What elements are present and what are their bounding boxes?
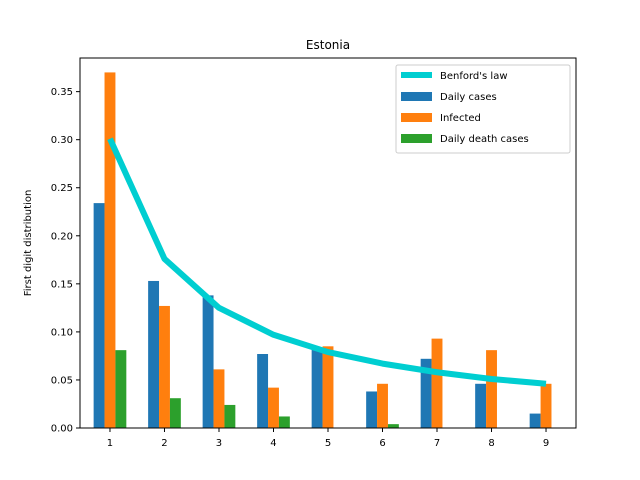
y-tick-label: 0.30 (51, 135, 73, 146)
bar-daily-death-cases-4 (278, 416, 290, 428)
x-tick-label: 3 (216, 438, 222, 449)
bar-infected-1 (104, 72, 116, 428)
y-tick-label: 0.10 (51, 327, 73, 338)
y-tick-label: 0.35 (51, 87, 73, 98)
bar-daily-cases-6 (366, 391, 378, 428)
y-axis-label: First digit distribution (23, 190, 34, 297)
bar-daily-cases-3 (202, 295, 214, 428)
y-tick-label: 0.05 (51, 375, 73, 386)
legend-label: Infected (440, 113, 481, 124)
legend-label: Benford's law (440, 71, 508, 82)
bar-infected-3 (213, 369, 225, 428)
bar-daily-death-cases-2 (169, 398, 181, 428)
x-tick-label: 7 (434, 438, 440, 449)
bar-infected-5 (322, 346, 334, 428)
bar-daily-cases-4 (257, 354, 269, 428)
x-tick-label: 8 (488, 438, 494, 449)
bar-daily-cases-5 (311, 348, 323, 428)
bar-daily-death-cases-3 (224, 404, 236, 428)
legend-label: Daily death cases (440, 134, 529, 145)
bar-infected-9 (540, 383, 552, 428)
line-layer (107, 137, 547, 387)
x-tick-label: 5 (325, 438, 331, 449)
legend-label: Daily cases (440, 92, 497, 103)
y-tick-label: 0.15 (51, 279, 73, 290)
bar-infected-6 (377, 383, 388, 428)
chart-title: Estonia (306, 38, 350, 52)
y-ticks: 0.00 0.05 0.10 0.15 0.20 0.25 0.30 0.35 (51, 87, 80, 435)
y-tick-label: 0.25 (51, 183, 73, 194)
x-tick-label: 6 (379, 438, 385, 449)
x-tick-label: 1 (107, 438, 113, 449)
bar-infected-2 (159, 305, 170, 428)
bar-infected-8 (486, 350, 497, 428)
x-tick-label: 2 (161, 438, 167, 449)
bar-daily-cases-8 (475, 383, 487, 428)
x-tick-label: 9 (543, 438, 549, 449)
legend: Benford's law Daily cases Infected Daily de… (395, 64, 571, 154)
x-ticks: 1 2 3 4 5 6 7 8 9 (107, 428, 549, 449)
bar-infected-7 (431, 338, 443, 428)
legend-swatch-bar (401, 134, 432, 143)
legend-swatch-bar (401, 113, 432, 122)
bars-layer (93, 72, 552, 428)
legend-box (395, 64, 571, 154)
bar-daily-cases-1 (93, 203, 105, 428)
legend-swatch-bar (401, 92, 432, 101)
bar-daily-cases-7 (420, 358, 432, 428)
bar-daily-cases-2 (148, 280, 160, 428)
y-tick-label: 0.20 (51, 231, 73, 242)
bar-daily-cases-9 (529, 413, 541, 428)
y-tick-label: 0.00 (51, 424, 73, 435)
benford-line (107, 137, 547, 387)
bar-daily-death-cases-6 (387, 424, 399, 428)
x-tick-label: 4 (270, 438, 276, 449)
bar-daily-death-cases-1 (115, 350, 127, 428)
bar-infected-4 (268, 387, 279, 428)
